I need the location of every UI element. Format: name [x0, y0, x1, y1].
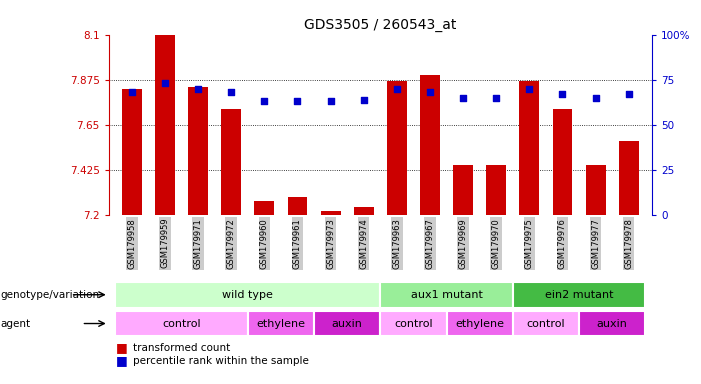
Bar: [320, 211, 341, 215]
Point: [524, 86, 535, 92]
Point: [458, 94, 469, 101]
Bar: [513, 282, 646, 308]
Bar: [585, 165, 606, 215]
Bar: [122, 89, 142, 215]
Text: aux1 mutant: aux1 mutant: [411, 290, 482, 300]
Point: [557, 91, 568, 97]
Point: [623, 91, 634, 97]
Title: GDS3505 / 260543_at: GDS3505 / 260543_at: [304, 18, 456, 32]
Bar: [519, 81, 539, 215]
Text: wild type: wild type: [222, 290, 273, 300]
Bar: [287, 197, 308, 215]
Bar: [115, 311, 247, 336]
Point: [491, 94, 502, 101]
Text: percentile rank within the sample: percentile rank within the sample: [133, 356, 309, 366]
Text: control: control: [162, 318, 201, 329]
Point: [292, 98, 303, 104]
Text: genotype/variation: genotype/variation: [0, 290, 99, 300]
Point: [193, 86, 204, 92]
Bar: [513, 311, 579, 336]
Bar: [619, 141, 639, 215]
Bar: [453, 165, 473, 215]
Bar: [188, 87, 208, 215]
Bar: [155, 35, 175, 215]
Bar: [222, 109, 241, 215]
Point: [226, 89, 237, 95]
Point: [259, 98, 270, 104]
Point: [424, 89, 435, 95]
Bar: [354, 207, 374, 215]
Bar: [254, 201, 274, 215]
Bar: [381, 282, 513, 308]
Text: auxin: auxin: [597, 318, 627, 329]
Point: [325, 98, 336, 104]
Point: [590, 94, 601, 101]
Point: [391, 86, 402, 92]
Text: control: control: [394, 318, 433, 329]
Point: [126, 89, 137, 95]
Text: ■: ■: [116, 341, 128, 354]
Point: [159, 80, 170, 86]
Bar: [552, 109, 573, 215]
Point: [358, 96, 369, 103]
Text: control: control: [526, 318, 565, 329]
Text: transformed count: transformed count: [133, 343, 231, 353]
Text: ethylene: ethylene: [257, 318, 306, 329]
Bar: [314, 311, 381, 336]
Bar: [420, 74, 440, 215]
Text: auxin: auxin: [332, 318, 362, 329]
Bar: [247, 311, 314, 336]
Bar: [381, 311, 447, 336]
Bar: [486, 165, 506, 215]
Text: agent: agent: [0, 318, 30, 329]
Text: ethylene: ethylene: [455, 318, 504, 329]
Text: ein2 mutant: ein2 mutant: [545, 290, 613, 300]
Bar: [387, 81, 407, 215]
Bar: [579, 311, 646, 336]
Bar: [115, 282, 381, 308]
Bar: [447, 311, 513, 336]
Text: ■: ■: [116, 354, 128, 367]
